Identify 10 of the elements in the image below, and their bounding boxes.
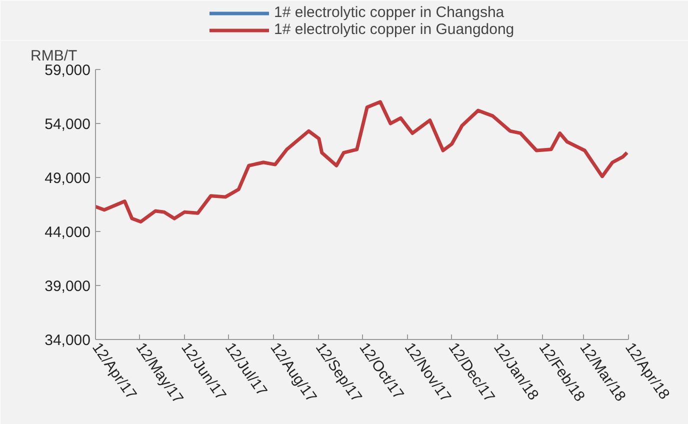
legend-label: 1# electrolytic copper in Changsha	[274, 4, 504, 21]
y-tick-label: 39,000	[44, 278, 91, 295]
y-tick-label: 49,000	[44, 170, 91, 187]
y-tick-label: 34,000	[44, 332, 91, 349]
legend-label: 1# electrolytic copper in Guangdong	[274, 21, 514, 38]
y-tick-label: 59,000	[44, 62, 91, 79]
y-tick-label: 44,000	[44, 224, 91, 241]
line-series	[96, 100, 628, 224]
y-tick-label: 54,000	[44, 116, 91, 133]
y-axis-title: RMB/T	[30, 48, 78, 64]
